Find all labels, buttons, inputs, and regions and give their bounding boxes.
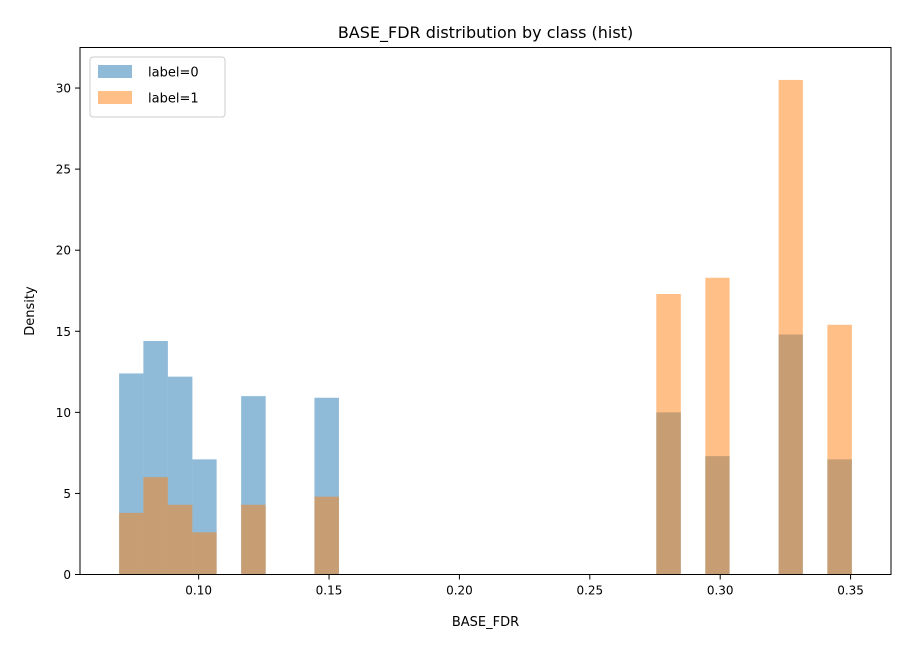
bar-series1-bin29	[827, 324, 852, 575]
y-tick-label: 0	[63, 568, 71, 582]
bar-series1-bin22	[656, 293, 681, 575]
x-axis-title: BASE_FDR	[452, 615, 519, 630]
legend-label-0: label=0	[148, 66, 199, 81]
bar-series1-bin8	[314, 496, 339, 575]
bar-series1-bin5	[241, 504, 266, 575]
bar-series1-bin27	[778, 79, 803, 575]
y-tick-label: 5	[63, 487, 71, 501]
legend-swatch-0	[98, 65, 132, 78]
y-axis: 0 5 10 15 20 25 30	[56, 82, 80, 582]
legend: label=0 label=1	[89, 56, 226, 118]
chart-title: BASE_FDR distribution by class (hist)	[338, 23, 633, 43]
x-axis: 0.10 0.15 0.20 0.25 0.30 0.35	[185, 574, 864, 598]
bar-series1-bin2	[167, 504, 193, 575]
bars-layer	[119, 79, 852, 575]
x-tick-label: 0.10	[185, 584, 212, 598]
y-axis-title: Density	[23, 286, 38, 336]
x-tick-label: 0.25	[576, 584, 603, 598]
y-tick-label: 10	[56, 406, 71, 420]
legend-swatch-1	[98, 91, 132, 104]
x-tick-label: 0.35	[837, 584, 864, 598]
bar-series1-bin1	[143, 477, 168, 575]
y-tick-label: 20	[56, 244, 71, 258]
plot-area-frame	[79, 47, 892, 575]
x-tick-label: 0.20	[446, 584, 473, 598]
bar-series1-bin3	[192, 532, 217, 575]
x-tick-label: 0.15	[316, 584, 343, 598]
y-tick-label: 25	[56, 163, 71, 177]
y-tick-label: 15	[56, 325, 71, 339]
bar-series1-bin24	[705, 277, 730, 575]
y-tick-label: 30	[56, 82, 71, 96]
x-tick-label: 0.30	[707, 584, 734, 598]
bar-series1-bin0	[119, 512, 144, 575]
legend-label-1: label=1	[148, 92, 199, 107]
